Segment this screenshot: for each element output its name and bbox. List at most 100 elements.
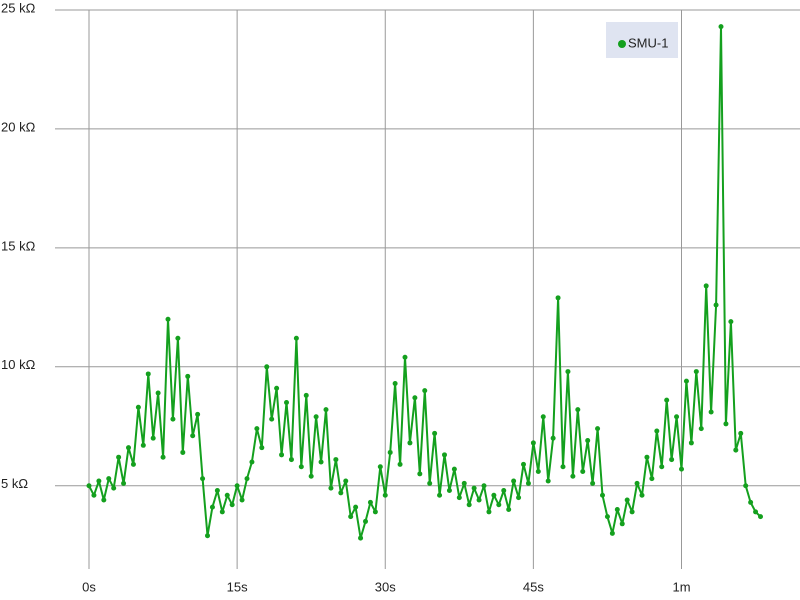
data-point: [392, 380, 398, 386]
data-point: [205, 533, 210, 539]
data-point: [639, 492, 645, 498]
data-point: [437, 492, 443, 498]
data-point: [249, 459, 255, 465]
data-point: [723, 421, 729, 427]
data-point: [284, 399, 289, 405]
data-point: [619, 521, 625, 527]
x-tick-label: 45s: [523, 579, 544, 594]
data-point: [703, 283, 709, 289]
x-tick-label: 1m: [672, 579, 690, 594]
data-point: [718, 24, 724, 30]
data-point: [407, 440, 413, 446]
data-point: [683, 378, 689, 384]
data-point: [481, 483, 487, 489]
data-point: [219, 509, 225, 515]
data-point: [328, 485, 334, 491]
data-point: [96, 478, 102, 484]
y-tick-label: 15 kΩ: [1, 238, 36, 253]
data-point: [708, 409, 714, 415]
data-point: [402, 354, 408, 360]
data-point: [288, 457, 294, 463]
data-point: [185, 373, 191, 379]
data-point: [353, 504, 359, 510]
data-point: [585, 438, 591, 444]
data-point: [491, 492, 497, 498]
data-point: [693, 369, 699, 375]
data-point: [624, 497, 630, 503]
data-point: [698, 426, 704, 432]
data-point: [101, 497, 107, 503]
data-point: [91, 492, 97, 498]
data-point: [200, 476, 206, 482]
data-point: [555, 295, 561, 301]
data-point: [214, 488, 220, 494]
data-point: [372, 509, 378, 515]
data-point: [634, 480, 640, 486]
legend: SMU-1: [606, 22, 678, 58]
data-point: [338, 490, 344, 496]
data-point: [674, 414, 680, 420]
data-point: [679, 466, 684, 472]
series-line: [88, 25, 762, 540]
data-point: [367, 499, 373, 505]
y-tick-label: 10 kΩ: [1, 357, 36, 372]
data-point: [535, 468, 541, 474]
data-point: [170, 416, 176, 422]
data-point: [264, 364, 270, 370]
data-point: [224, 492, 230, 498]
data-point: [155, 390, 161, 396]
data-point: [135, 404, 141, 410]
data-point: [397, 461, 403, 467]
data-point: [145, 371, 151, 377]
data-point: [654, 428, 660, 434]
data-point: [486, 509, 492, 515]
data-point: [590, 480, 596, 486]
data-point: [659, 464, 665, 470]
data-point: [180, 449, 186, 455]
data-point: [234, 483, 240, 489]
data-point: [575, 407, 581, 413]
data-point: [614, 507, 620, 513]
data-point: [298, 464, 304, 470]
data-point: [644, 454, 650, 460]
data-point: [363, 518, 368, 524]
plot-area: [86, 24, 763, 541]
x-tick-label: 30s: [375, 579, 396, 594]
data-point: [111, 485, 117, 491]
data-point: [140, 442, 146, 448]
data-point: [713, 302, 719, 308]
data-point: [333, 457, 339, 463]
data-point: [313, 414, 319, 420]
data-point: [130, 461, 136, 467]
data-point: [466, 502, 472, 508]
data-point: [600, 492, 605, 498]
data-point: [738, 430, 744, 436]
data-point: [165, 316, 171, 322]
legend-label: SMU-1: [628, 35, 668, 50]
data-point: [239, 497, 245, 503]
data-point: [422, 388, 428, 394]
data-point: [743, 483, 749, 489]
data-point: [348, 514, 354, 520]
legend-box: [606, 22, 678, 58]
x-tick-label: 0s: [82, 579, 96, 594]
data-point: [496, 502, 502, 508]
data-point: [323, 407, 329, 413]
data-point: [604, 514, 610, 520]
data-point: [530, 440, 536, 446]
y-tick-label: 20 kΩ: [1, 119, 36, 134]
data-point: [116, 454, 122, 460]
data-point: [274, 385, 280, 391]
data-point: [758, 514, 763, 520]
data-point: [195, 411, 201, 417]
data-point: [121, 480, 127, 486]
data-point: [417, 471, 423, 477]
data-point: [728, 319, 734, 325]
data-point: [545, 478, 551, 484]
data-point: [229, 502, 235, 508]
data-point: [733, 447, 739, 453]
legend-marker: [618, 40, 626, 48]
data-point: [570, 473, 576, 479]
data-point: [308, 473, 314, 479]
data-point: [664, 397, 670, 403]
